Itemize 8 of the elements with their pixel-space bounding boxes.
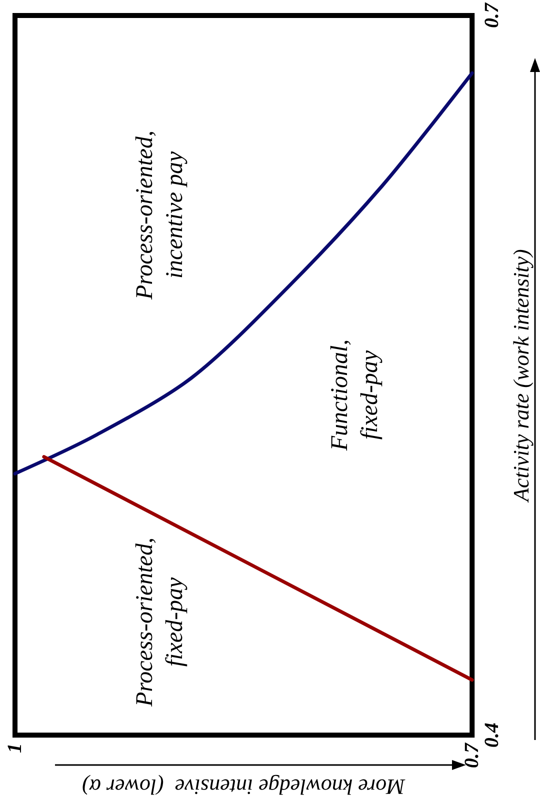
x-tick-label: 1 bbox=[4, 743, 26, 754]
annotation: Process-oriented, incentive pay bbox=[132, 130, 188, 301]
y-tick-label: 0.4 bbox=[481, 722, 504, 748]
y-axis-title: Activity rate (work intensity) bbox=[508, 249, 534, 504]
x-axis-title: More knowledge intensive (lower α) bbox=[82, 774, 406, 800]
annotation: Functional, fixed-pay bbox=[327, 339, 383, 452]
line-series bbox=[13, 71, 474, 476]
annotation: Process-oriented, fixed-pay bbox=[132, 537, 188, 708]
